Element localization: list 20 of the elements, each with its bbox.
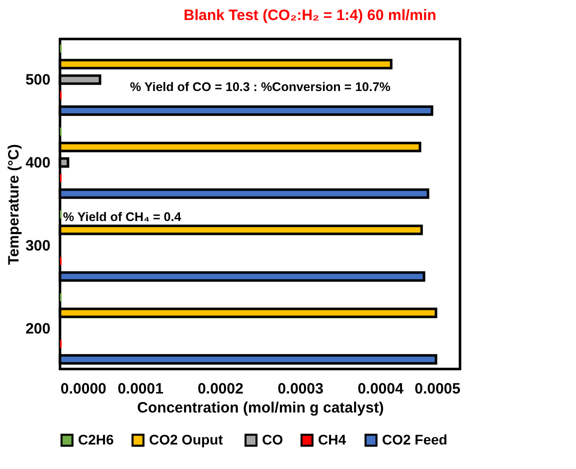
x-tick-label: 0.0002 — [198, 380, 244, 398]
y-tick-label: 300 — [25, 237, 50, 254]
annotation: % Yield of CO = 10.3 : %Conversion = 10.7% — [130, 80, 391, 94]
legend-label: CH4 — [318, 431, 346, 448]
y-tick-label: 400 — [25, 154, 50, 172]
legend-label: C2H6 — [78, 431, 114, 448]
y-axis-title: Temperature (°C) — [5, 144, 22, 265]
legend-label: CO2 Ouput — [149, 431, 224, 448]
x-tick-label: 0.0000 — [60, 380, 106, 398]
legend-label: CO — [262, 431, 284, 448]
x-tick-label: 0.0003 — [278, 380, 324, 398]
annotation: % Yield of CH₄ = 0.4 — [63, 210, 182, 224]
x-axis-title: Concentration (mol/min g catalyst) — [137, 400, 384, 416]
x-tick-label: 0.0001 — [118, 380, 164, 398]
y-tick-label: 500 — [25, 72, 50, 89]
x-tick-label: 0.0004 — [358, 380, 404, 398]
legend-label: CO2 Feed — [382, 431, 448, 448]
y-tick-label: 200 — [25, 320, 50, 338]
chart-title: Blank Test (CO₂:H₂ = 1:4) 60 ml/min — [184, 7, 436, 24]
x-tick-label: 0.0005 — [414, 380, 460, 398]
